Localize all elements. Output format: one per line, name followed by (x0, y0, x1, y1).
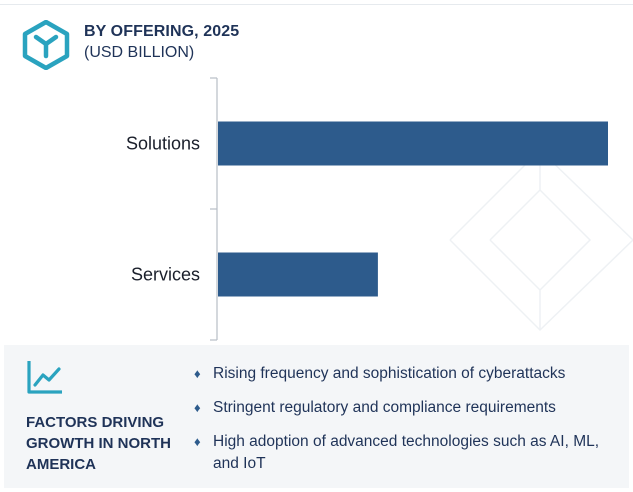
trend-line-icon (27, 361, 62, 394)
bar-chart: Solutions Services (126, 77, 608, 341)
list-item: ♦ Rising frequency and sophistication of… (189, 363, 619, 385)
top-divider (0, 4, 633, 5)
diamond-bullet-icon: ♦ (194, 434, 201, 449)
brand-logo-icon (22, 20, 70, 70)
diamond-bullet-icon: ♦ (194, 400, 201, 415)
diamond-bullet-icon: ♦ (194, 366, 201, 381)
chart-subtitle: (USD BILLION) (84, 44, 195, 61)
factor-list: ♦ Rising frequency and sophistication of… (189, 363, 619, 487)
bar-services (218, 252, 378, 297)
factors-title: FACTORS DRIVING GROWTH IN NORTH AMERICA (26, 414, 171, 473)
list-item: ♦ Stringent regulatory and compliance re… (189, 397, 619, 419)
factor-text: High adoption of advanced technologies s… (213, 433, 600, 472)
factor-text: Rising frequency and sophistication of c… (213, 365, 566, 382)
category-label: Services (131, 265, 200, 285)
growth-factors-panel: FACTORS DRIVING GROWTH IN NORTH AMERICA … (4, 345, 629, 488)
bar-solutions (218, 121, 608, 166)
category-label: Solutions (126, 134, 200, 154)
factor-text: Stringent regulatory and compliance requ… (213, 399, 556, 416)
list-item: ♦ High adoption of advanced technologies… (189, 431, 619, 475)
chart-header: BY OFFERING, 2025 (USD BILLION) (84, 23, 239, 62)
chart-title: BY OFFERING, 2025 (84, 23, 240, 40)
